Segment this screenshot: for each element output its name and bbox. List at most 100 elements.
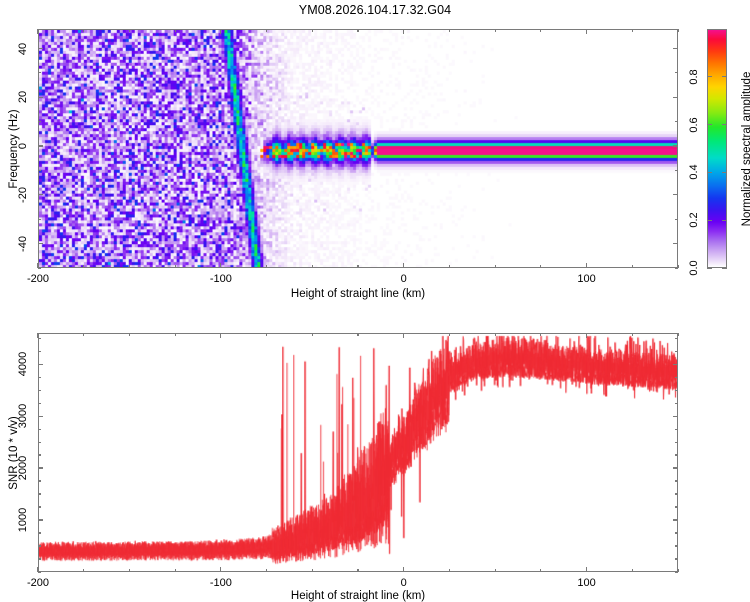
colorbar-tick [707,267,712,269]
axis-major-tick [585,567,588,572]
axis-minor-tick [38,218,41,220]
axis-minor-tick [540,265,542,268]
axis-major-tick [38,47,43,50]
spectrogram-x-axis-title: Height of straight line (km) [290,288,426,300]
y-tick-label: -20 [17,186,29,203]
x-tick-label: 100 [577,577,596,589]
colorbar-tick [707,171,712,173]
y-tick-label: 20 [17,91,29,104]
axis-minor-tick [675,506,678,508]
axis-minor-tick [38,337,41,339]
axis-major-tick [38,519,43,521]
axis-minor-tick [675,493,678,495]
axis-minor-tick [357,569,359,572]
axis-minor-tick [675,480,678,482]
axis-minor-tick [83,265,85,268]
axis-minor-tick [631,333,633,336]
axis-minor-tick [38,376,41,378]
axis-minor-tick [675,267,678,269]
axis-minor-tick [38,169,41,172]
axis-major-tick [38,467,43,469]
axis-minor-tick [357,333,359,336]
axis-minor-tick [675,402,678,404]
x-tick-label: 100 [577,273,596,285]
axis-major-tick [403,263,405,268]
axis-major-tick [673,415,678,417]
axis-minor-tick [540,569,542,572]
x-tick-label: -100 [209,273,232,285]
colorbar-tick-label: 0.4 [688,164,700,181]
axis-minor-tick [677,29,679,32]
colorbar-tick-label: 0.0 [688,260,700,276]
axis-major-tick [585,29,588,34]
axis-major-tick [37,333,39,338]
axis-major-tick [38,243,43,245]
axis-minor-tick [675,169,678,172]
axis-minor-tick [174,333,176,336]
axis-minor-tick [448,569,451,572]
colorbar-gradient [707,29,727,268]
axis-minor-tick [675,454,678,456]
axis-major-tick [585,263,588,268]
axis-major-tick [673,96,678,98]
axis-minor-tick [38,506,41,508]
axis-minor-tick [675,571,678,573]
axis-minor-tick [265,265,268,268]
axis-minor-tick [38,402,41,404]
axis-minor-tick [631,29,633,32]
axis-minor-tick [677,333,679,336]
axis-minor-tick [675,532,678,534]
axis-minor-tick [38,480,41,482]
axis-minor-tick [38,72,41,74]
axis-major-tick [585,333,588,338]
spectrogram-plot-area [38,29,678,268]
y-tick-label: -40 [17,235,29,252]
axis-minor-tick [83,569,85,572]
colorbar-tick [722,76,727,78]
axis-major-tick [37,29,39,34]
axis-minor-tick [38,121,41,123]
x-tick-label: 0 [400,577,407,589]
x-tick-label: -200 [26,577,50,589]
axis-major-tick [38,363,43,365]
figure-title: YM08.2026.104.17.32.G04 [298,3,452,17]
axis-minor-tick [311,333,313,336]
axis-minor-tick [357,29,359,32]
snr-x-axis-title: Height of straight line (km) [290,590,426,602]
colorbar-tick-label: 0.8 [688,69,700,85]
axis-major-tick [673,363,678,365]
axis-minor-tick [675,376,678,378]
x-tick-label: -200 [26,273,50,285]
axis-major-tick [673,519,678,521]
axis-major-tick [38,145,43,147]
snr-y-axis-title: SNR (10 * v/v) [8,415,20,490]
axis-minor-tick [675,72,678,74]
axis-minor-tick [38,267,41,269]
axis-minor-tick [675,337,678,339]
axis-minor-tick [357,265,359,268]
axis-minor-tick [675,558,678,560]
colorbar-tick [722,124,727,126]
axis-major-tick [673,467,678,469]
axis-minor-tick [38,454,41,456]
colorbar-tick [707,219,712,221]
axis-minor-tick [675,350,678,352]
axis-minor-tick [631,265,633,268]
axis-minor-tick [38,571,41,573]
x-tick-label: 0 [400,273,407,285]
axis-minor-tick [174,29,176,32]
axis-major-tick [220,29,222,34]
axis-major-tick [37,567,39,572]
axis-minor-tick [265,569,268,572]
axis-major-tick [403,333,405,338]
axis-minor-tick [38,389,41,391]
axis-minor-tick [675,545,678,547]
colorbar-tick [722,171,727,173]
spectrogram-image [39,30,677,267]
axis-minor-tick [675,218,678,220]
colorbar-tick [707,124,712,126]
axis-minor-tick [494,29,496,32]
colorbar-axis-title: Normalized spectral amplitude [741,71,750,226]
axis-major-tick [38,96,43,98]
